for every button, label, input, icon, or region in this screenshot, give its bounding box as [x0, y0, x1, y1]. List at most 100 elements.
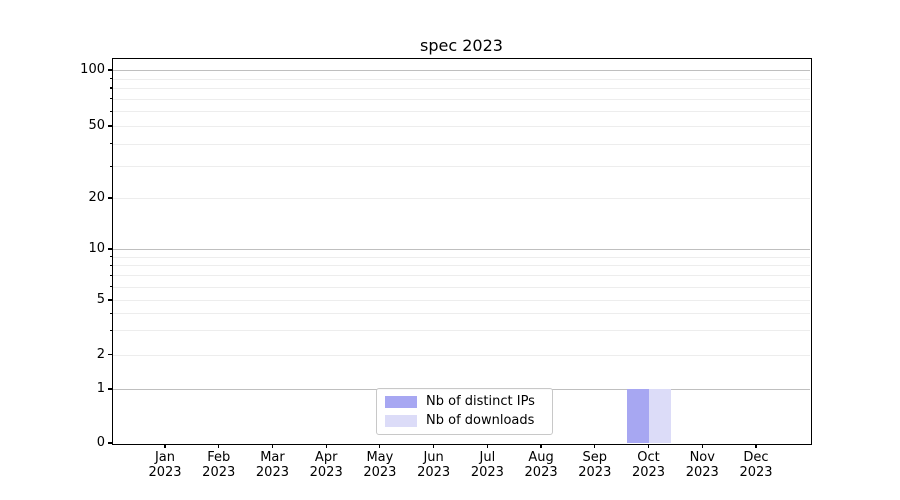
bar-distinct-ips: [626, 389, 649, 443]
x-tick-label: Sep 2023: [563, 450, 627, 480]
x-tick-label: Aug 2023: [509, 450, 573, 480]
x-tick-year: 2023: [148, 465, 182, 480]
x-tick-year: 2023: [631, 465, 666, 480]
x-tick-label: Jun 2023: [402, 450, 466, 480]
legend-item-distinct-ips: Nb of distinct IPs: [385, 395, 552, 409]
x-tick-month: Apr: [314, 450, 338, 465]
legend-swatch-distinct-ips: [385, 396, 417, 408]
x-tick: [218, 443, 220, 448]
y-tick-minor: [110, 264, 113, 266]
y-tick: [108, 248, 113, 250]
x-tick: [379, 443, 381, 448]
y-tick: [108, 353, 113, 356]
x-tick-year: 2023: [524, 465, 558, 480]
y-gridline-minor: [113, 166, 810, 168]
x-tick-label: Dec 2023: [724, 450, 788, 480]
x-tick: [164, 443, 166, 448]
x-tick-label: May 2023: [348, 450, 412, 480]
x-tick-year: 2023: [685, 465, 719, 480]
y-tick-minor: [110, 165, 113, 167]
y-tick-minor: [110, 256, 113, 258]
x-tick: [325, 443, 327, 448]
x-tick-month: May: [366, 450, 394, 465]
y-gridline-minor: [113, 111, 810, 113]
y-gridline-minor: [113, 126, 810, 127]
y-gridline-minor: [113, 88, 810, 90]
x-tick: [594, 443, 596, 448]
x-tick-month: Feb: [207, 450, 231, 465]
legend-label-downloads: Nb of downloads: [426, 413, 535, 428]
y-gridline-major: [113, 249, 810, 250]
y-tick-label: 100: [80, 62, 105, 77]
legend-swatch-downloads: [385, 415, 417, 427]
plot-area: [113, 59, 810, 443]
x-tick-month: Sep: [582, 450, 608, 465]
y-tick-label: 5: [96, 292, 105, 307]
x-tick-year: 2023: [255, 465, 289, 480]
x-tick: [755, 443, 757, 448]
legend-item-downloads: Nb of downloads: [385, 414, 552, 428]
y-gridline-minor: [113, 286, 810, 288]
x-tick-year: 2023: [363, 465, 397, 480]
y-tick-label: 10: [88, 241, 105, 256]
x-tick-month: Nov: [689, 450, 715, 465]
x-tick-month: Jan: [154, 450, 176, 465]
x-tick-label: Feb 2023: [187, 450, 251, 480]
chart-title: spec 2023: [420, 36, 503, 55]
y-gridline-minor: [113, 78, 810, 80]
x-tick-month: Jul: [479, 450, 496, 465]
x-tick-year: 2023: [417, 465, 451, 480]
y-tick-minor: [110, 77, 113, 80]
y-tick-minor: [110, 312, 113, 314]
x-tick-month: Oct: [637, 450, 660, 465]
x-tick-month: Aug: [528, 450, 554, 465]
y-tick-label: 0: [96, 435, 105, 450]
y-tick-minor: [110, 98, 113, 100]
y-tick: [108, 388, 113, 390]
y-tick: [108, 299, 113, 301]
y-tick: [108, 125, 113, 127]
x-tick-year: 2023: [578, 465, 612, 480]
y-tick: [108, 197, 113, 199]
x-tick: [701, 443, 703, 448]
x-tick-label: Apr 2023: [294, 450, 358, 480]
y-gridline-minor: [113, 265, 810, 267]
x-tick-label: Jan 2023: [133, 450, 197, 480]
x-tick: [486, 443, 488, 448]
y-tick-label: 1: [96, 381, 105, 396]
x-tick: [433, 443, 435, 448]
y-tick: [108, 442, 113, 444]
x-tick: [647, 443, 650, 448]
y-tick-minor: [110, 110, 113, 112]
y-gridline-minor: [113, 354, 810, 356]
x-tick: [540, 443, 542, 448]
y-tick-minor: [110, 142, 113, 145]
y-tick-label: 20: [88, 190, 105, 205]
x-tick-year: 2023: [739, 465, 773, 480]
x-tick-year: 2023: [470, 465, 504, 480]
x-tick-label: Jul 2023: [455, 450, 519, 480]
legend-label-distinct-ips: Nb of distinct IPs: [426, 394, 535, 409]
legend: Nb of distinct IPs Nb of downloads: [376, 388, 553, 435]
x-tick-month: Jun: [423, 450, 444, 465]
x-tick-label: Nov 2023: [670, 450, 734, 480]
x-tick-year: 2023: [202, 465, 236, 480]
y-gridline-minor: [113, 313, 810, 315]
y-tick-minor: [110, 329, 113, 331]
x-tick-label: Oct 2023: [617, 450, 681, 480]
y-gridline-minor: [113, 198, 810, 199]
y-tick-minor: [110, 285, 113, 288]
y-gridline-minor: [113, 256, 810, 258]
x-tick: [271, 443, 274, 448]
y-gridline-minor: [113, 300, 810, 301]
y-gridline-minor: [113, 143, 810, 145]
x-tick-year: 2023: [309, 465, 343, 480]
y-gridline-major: [113, 70, 810, 71]
y-tick-label: 2: [96, 346, 105, 362]
y-gridline-minor: [113, 275, 810, 277]
x-tick-label: Mar 2023: [240, 450, 304, 480]
y-tick-minor: [110, 274, 113, 276]
bar-downloads: [648, 389, 671, 443]
y-tick-label: 50: [88, 118, 105, 133]
